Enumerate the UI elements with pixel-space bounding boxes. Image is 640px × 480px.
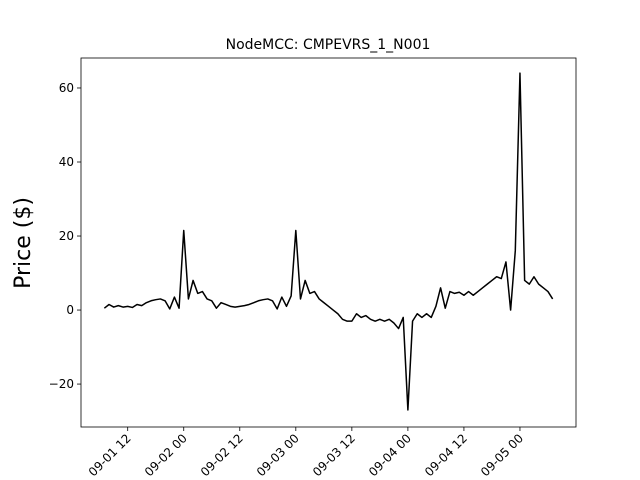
x-tick-label: 09-03 12	[310, 431, 358, 479]
y-tick-label: 60	[59, 81, 74, 95]
chart-title: NodeMCC: CMPEVRS_1_N001	[226, 37, 431, 53]
x-tick-label: 09-03 00	[254, 431, 302, 479]
y-tick-label: −20	[49, 377, 74, 391]
x-tick-label: 09-02 12	[198, 431, 246, 479]
x-tick-label: 09-05 00	[478, 431, 526, 479]
y-tick-label: 0	[66, 303, 74, 317]
price-line	[103, 72, 554, 411]
y-tick-label: 20	[59, 229, 74, 243]
y-tick-label: 40	[59, 155, 74, 169]
x-tick-label: 09-04 12	[422, 431, 470, 479]
x-tick-label: 09-01 12	[86, 431, 134, 479]
y-axis-label: Price ($)	[11, 197, 36, 289]
x-tick-label: 09-02 00	[142, 431, 190, 479]
plot-frame	[80, 57, 577, 428]
x-tick-label: 09-04 00	[366, 431, 414, 479]
